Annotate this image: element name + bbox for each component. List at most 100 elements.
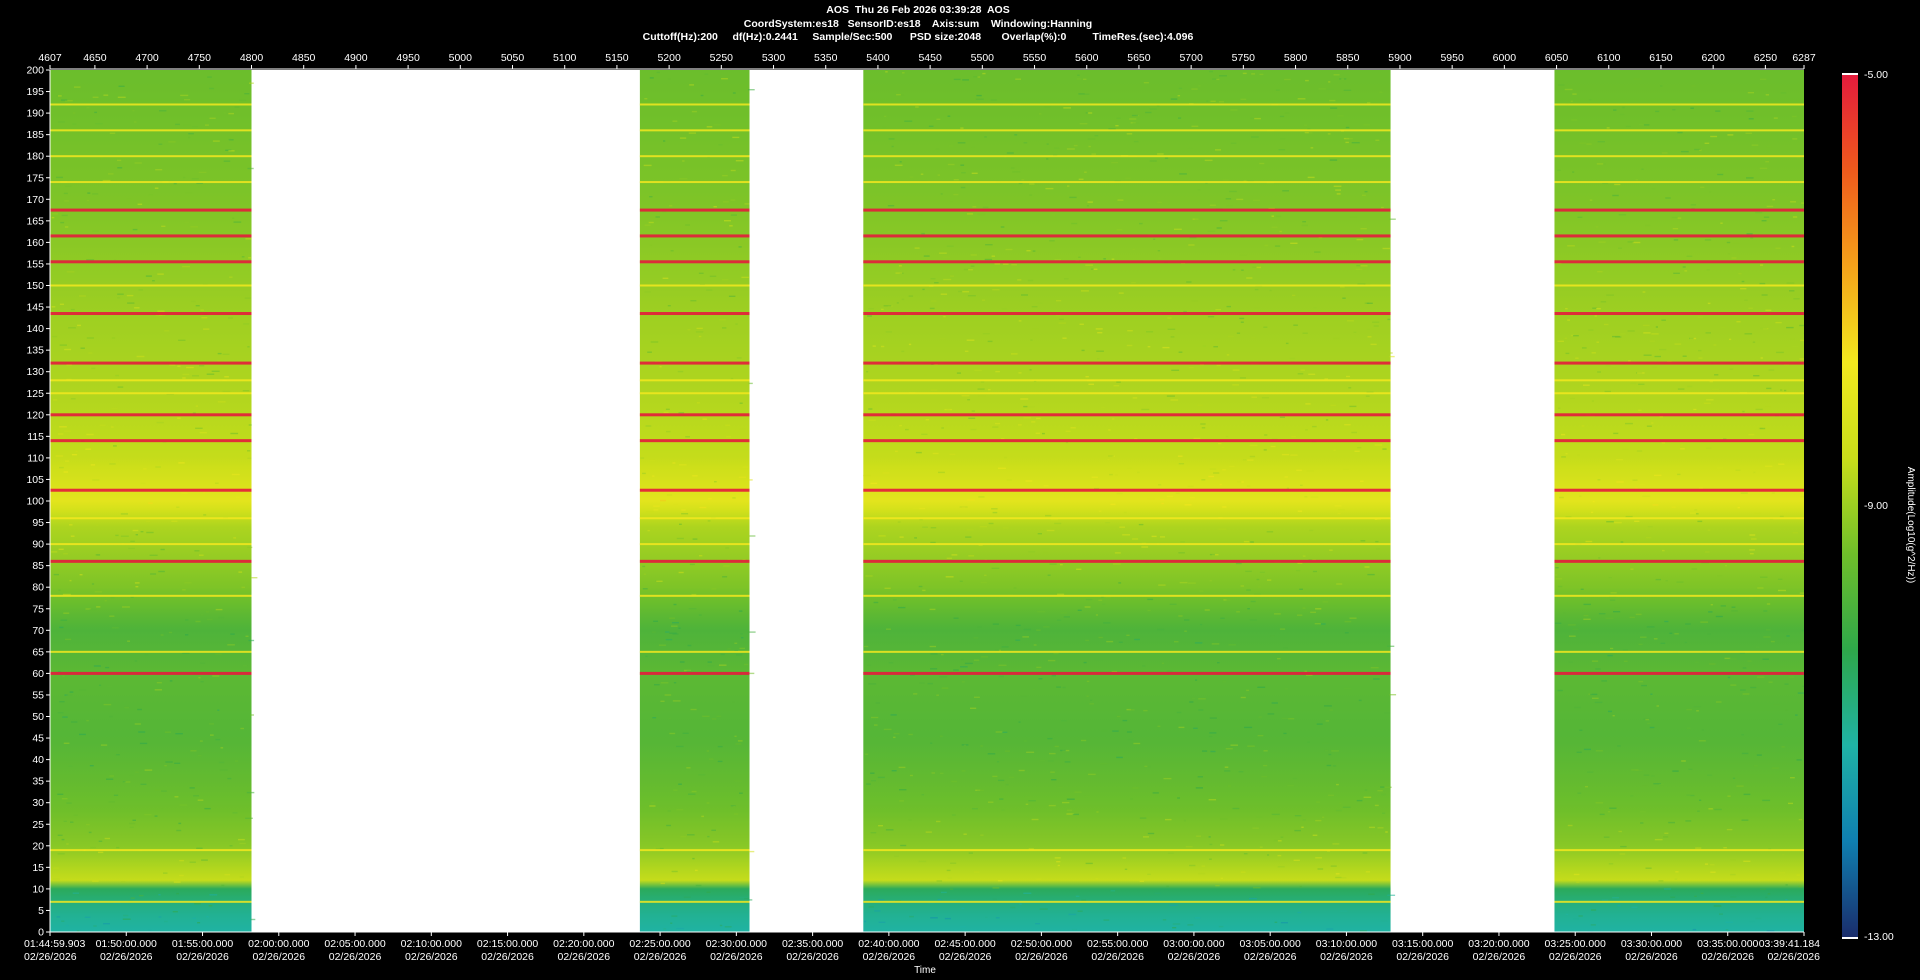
noise-speck <box>941 687 949 689</box>
noise-speck <box>111 337 116 339</box>
noise-speck <box>1765 161 1769 163</box>
y-tick-label: 40 <box>32 754 44 766</box>
noise-speck <box>1766 603 1771 605</box>
noise-speck <box>1108 128 1116 130</box>
noise-speck <box>1126 731 1132 733</box>
noise-speck <box>1557 169 1561 171</box>
noise-speck <box>732 136 740 139</box>
noise-speck <box>643 164 652 167</box>
noise-speck <box>1700 892 1704 894</box>
y-tick-label: 10 <box>32 883 44 895</box>
colorbar[interactable]: -5.00-9.00-13.00 <box>1842 69 1894 943</box>
noise-speck <box>59 701 65 703</box>
noise-speck <box>698 774 706 776</box>
date-tick-label: 02/26/2026 <box>405 951 458 963</box>
noise-speck <box>169 680 173 682</box>
noise-speck <box>1363 796 1372 798</box>
noise-speck <box>867 664 872 666</box>
noise-speck <box>1645 718 1650 721</box>
noise-speck <box>1001 731 1008 733</box>
top-tick-label: 5050 <box>501 52 525 64</box>
noise-speck <box>72 123 77 125</box>
noise-speck <box>1098 599 1103 601</box>
noise-speck <box>676 809 684 811</box>
noise-speck <box>1153 238 1156 240</box>
noise-speck <box>77 324 81 327</box>
noise-speck <box>730 377 734 380</box>
noise-speck <box>1751 538 1757 540</box>
noise-speck <box>919 507 926 510</box>
noise-speck <box>1380 920 1388 922</box>
noise-speck <box>1159 499 1165 501</box>
noise-speck <box>160 808 163 811</box>
time-tick-label: 02:50:00.000 <box>1011 938 1072 950</box>
noise-speck <box>1177 95 1181 97</box>
noise-speck <box>1315 608 1322 610</box>
noise-speck <box>1225 435 1229 438</box>
noise-speck <box>63 820 67 822</box>
noise-speck <box>1655 326 1658 328</box>
noise-speck <box>1707 302 1711 305</box>
noise-speck <box>208 905 213 907</box>
noise-speck <box>179 874 184 877</box>
noise-speck <box>1690 794 1695 797</box>
noise-speck <box>134 162 142 164</box>
noise-speck <box>1075 895 1080 897</box>
noise-speck <box>1349 617 1357 619</box>
noise-speck <box>1126 344 1133 347</box>
noise-speck <box>1755 211 1763 214</box>
noise-speck <box>909 774 913 777</box>
noise-speck <box>1128 709 1135 711</box>
noise-speck <box>1209 579 1212 582</box>
time-axis: 01:44:59.90302/26/202601:50:00.00002/26/… <box>24 931 1820 963</box>
noise-speck <box>158 570 165 573</box>
noise-speck <box>959 580 963 582</box>
noise-speck <box>663 140 666 142</box>
weak-line <box>1554 103 1804 106</box>
noise-speck <box>1577 454 1580 456</box>
noise-speck <box>1686 708 1692 711</box>
noise-speck <box>1694 895 1697 897</box>
noise-speck <box>1616 481 1624 483</box>
noise-speck <box>1803 332 1804 335</box>
noise-speck <box>1266 531 1274 533</box>
noise-speck <box>178 462 185 464</box>
noise-speck <box>1188 582 1196 584</box>
noise-speck <box>1332 765 1337 767</box>
noise-speck <box>1263 326 1268 328</box>
y-tick-label: 50 <box>32 711 44 723</box>
time-tick-label: 03:10:00.000 <box>1316 938 1377 950</box>
top-tick-label: 5950 <box>1440 52 1464 64</box>
noise-speck <box>1141 546 1149 548</box>
noise-speck <box>1280 836 1284 838</box>
noise-speck <box>239 99 247 101</box>
noise-speck <box>922 288 925 291</box>
noise-speck <box>719 319 726 321</box>
noise-speck <box>645 425 652 427</box>
noise-speck <box>1011 353 1018 355</box>
noise-speck <box>1029 183 1035 185</box>
noise-speck <box>707 665 715 667</box>
noise-speck <box>1001 809 1005 811</box>
noise-speck <box>135 534 138 536</box>
noise-speck <box>909 176 914 178</box>
noise-speck <box>176 829 182 832</box>
noise-speck <box>1097 332 1103 334</box>
noise-speck <box>929 307 935 310</box>
noise-speck <box>65 460 70 462</box>
noise-speck <box>729 474 736 476</box>
noise-speck <box>864 645 869 648</box>
noise-speck <box>1753 471 1756 474</box>
noise-speck <box>83 84 86 86</box>
noise-speck <box>1360 480 1364 482</box>
noise-speck <box>1643 354 1652 356</box>
noise-speck <box>1710 604 1713 606</box>
y-tick-label: 140 <box>26 323 44 335</box>
noise-speck <box>1595 750 1603 752</box>
noise-speck <box>1036 666 1042 669</box>
noise-speck <box>996 761 1000 763</box>
noise-speck <box>184 99 191 101</box>
noise-speck <box>1270 635 1275 637</box>
noise-speck <box>956 372 961 374</box>
noise-speck <box>1219 75 1227 77</box>
